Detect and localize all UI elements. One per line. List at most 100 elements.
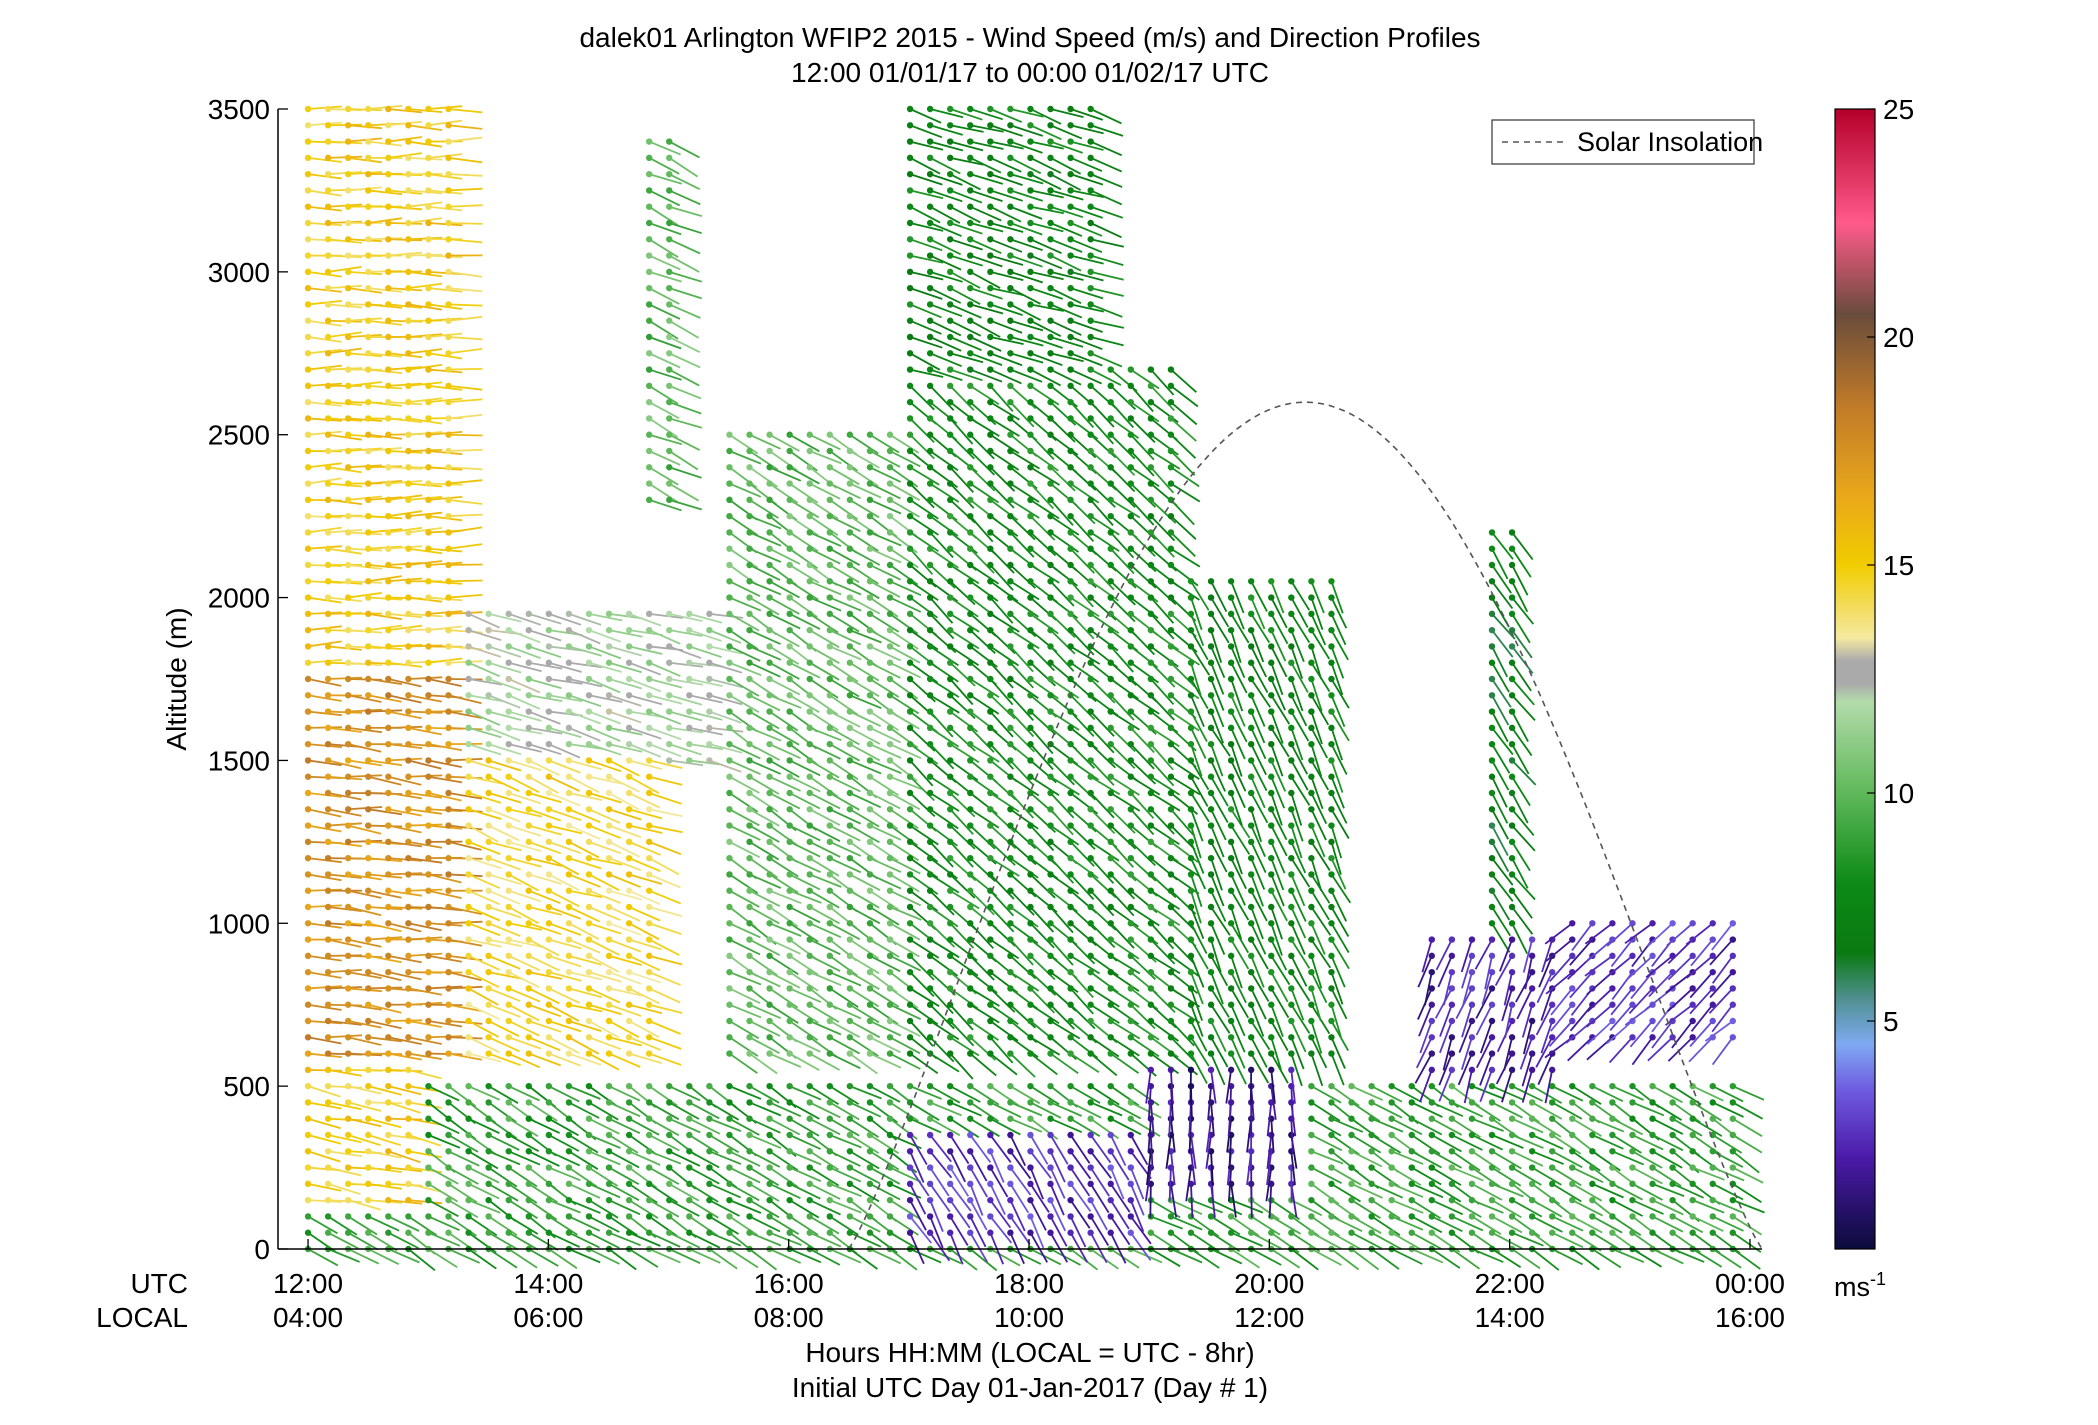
wind-barb: [505, 887, 542, 903]
wind-barb-dot: [385, 1034, 392, 1041]
wind-barb-staff: [468, 629, 502, 641]
wind-barb-dot: [806, 1115, 813, 1122]
wind-barb-dot: [324, 578, 332, 585]
wind-barb: [425, 512, 463, 522]
wind-barb-dot: [425, 985, 432, 992]
wind-barb: [485, 757, 522, 772]
wind-barb: [365, 675, 403, 685]
wind-barb-dot: [625, 1196, 633, 1204]
wind-barb-dot: [565, 757, 573, 764]
wind-barb-dot: [625, 692, 633, 699]
wind-barb-dot: [324, 268, 332, 276]
wind-barb: [445, 203, 483, 210]
wind-barb-staff: [408, 612, 443, 618]
wind-barb-dot: [846, 1196, 854, 1204]
wind-barb-dot: [365, 268, 372, 276]
wind-barb: [525, 1099, 558, 1122]
wind-barb-staff: [468, 906, 501, 922]
wind-barb-dot: [585, 903, 593, 911]
wind-barb-dot: [906, 594, 914, 601]
wind-barb-dot: [385, 1164, 392, 1171]
wind-barb-dot: [886, 1017, 894, 1025]
wind-barb: [344, 578, 383, 585]
wind-barb-dot: [926, 1148, 934, 1155]
wind-barb-dot: [505, 838, 512, 846]
wind-barb-staff: [328, 596, 362, 603]
wind-barb-staff: [488, 1248, 518, 1269]
wind-barb-dot: [405, 822, 412, 829]
wind-barb-dot: [585, 675, 593, 683]
wind-barb-dot: [666, 1082, 673, 1090]
wind-barb-dot: [344, 252, 352, 259]
wind-barb-dot: [385, 219, 392, 227]
wind-barb-staff: [307, 205, 342, 212]
wind-barb-dot: [645, 236, 653, 243]
wind-barb-dot: [906, 333, 914, 341]
wind-barb-dot: [445, 187, 452, 194]
wind-barb: [365, 561, 403, 569]
wind-barb-dot: [666, 480, 673, 487]
wind-barb-dot: [445, 985, 452, 992]
wind-barb-dot: [706, 724, 713, 732]
wind-barb-dot: [344, 789, 352, 797]
wind-barb-staff: [488, 1085, 519, 1104]
wind-barb-dot: [505, 773, 512, 780]
wind-barb-staff: [448, 136, 483, 143]
wind-barb-dot: [886, 708, 894, 715]
wind-barb: [425, 1017, 463, 1028]
wind-barb-staff: [548, 1248, 578, 1269]
wind-barb-dot: [806, 968, 813, 976]
wind-barb-dot: [585, 1001, 593, 1008]
wind-barb-dot: [425, 187, 432, 194]
wind-barb-staff: [307, 640, 342, 648]
wind-barb-dot: [565, 968, 573, 976]
wind-barb: [365, 1017, 402, 1030]
wind-barb-dot: [806, 1196, 813, 1204]
wind-barb-dot: [886, 903, 894, 911]
wind-barb: [445, 692, 482, 705]
wind-barb-dot: [485, 773, 492, 780]
wind-barb: [485, 1050, 521, 1067]
wind-barb-dot: [726, 561, 733, 569]
wind-barb-dot: [645, 887, 653, 894]
wind-barb-dot: [846, 464, 854, 471]
wind-barb-staff: [347, 906, 382, 917]
wind-barb-dot: [826, 545, 833, 552]
wind-barb: [324, 643, 362, 651]
wind-barb-staff: [528, 824, 562, 836]
wind-barb-dot: [344, 724, 352, 732]
wind-barb-dot: [304, 464, 312, 471]
wind-barb-dot: [926, 252, 934, 259]
wind-barb-staff: [368, 217, 403, 224]
wind-barb-dot: [525, 903, 532, 911]
wind-barb-dot: [425, 675, 432, 683]
wind-barb: [425, 252, 463, 259]
wind-barb: [385, 1164, 423, 1173]
wind-barb-dot: [906, 122, 914, 129]
wind-barb: [304, 364, 342, 373]
wind-barb-dot: [545, 1213, 553, 1220]
wind-barb-dot: [645, 268, 653, 276]
wind-barb-staff: [327, 498, 362, 505]
wind-barb-staff: [528, 889, 561, 905]
wind-barb-dot: [445, 936, 452, 943]
wind-barb-dot: [666, 708, 673, 715]
wind-barb-dot: [946, 1148, 954, 1155]
wind-barb-staff: [388, 545, 423, 550]
wind-barb-dot: [806, 480, 813, 487]
wind-barb: [385, 968, 422, 981]
wind-barb: [445, 236, 483, 244]
wind-barb-dot: [344, 203, 352, 210]
wind-barb-staff: [508, 1215, 539, 1235]
wind-barb-dot: [686, 626, 693, 634]
wind-barb-dot: [585, 708, 593, 715]
wind-barb: [365, 887, 402, 899]
wind-barb-dot: [485, 1082, 492, 1090]
wind-barb-staff: [528, 1036, 561, 1052]
wind-barb: [385, 366, 423, 373]
wind-barb: [365, 317, 403, 326]
wind-barb: [324, 903, 363, 912]
wind-barb: [344, 822, 382, 835]
wind-barb-dot: [766, 1115, 773, 1122]
wind-barb-dot: [786, 529, 793, 536]
